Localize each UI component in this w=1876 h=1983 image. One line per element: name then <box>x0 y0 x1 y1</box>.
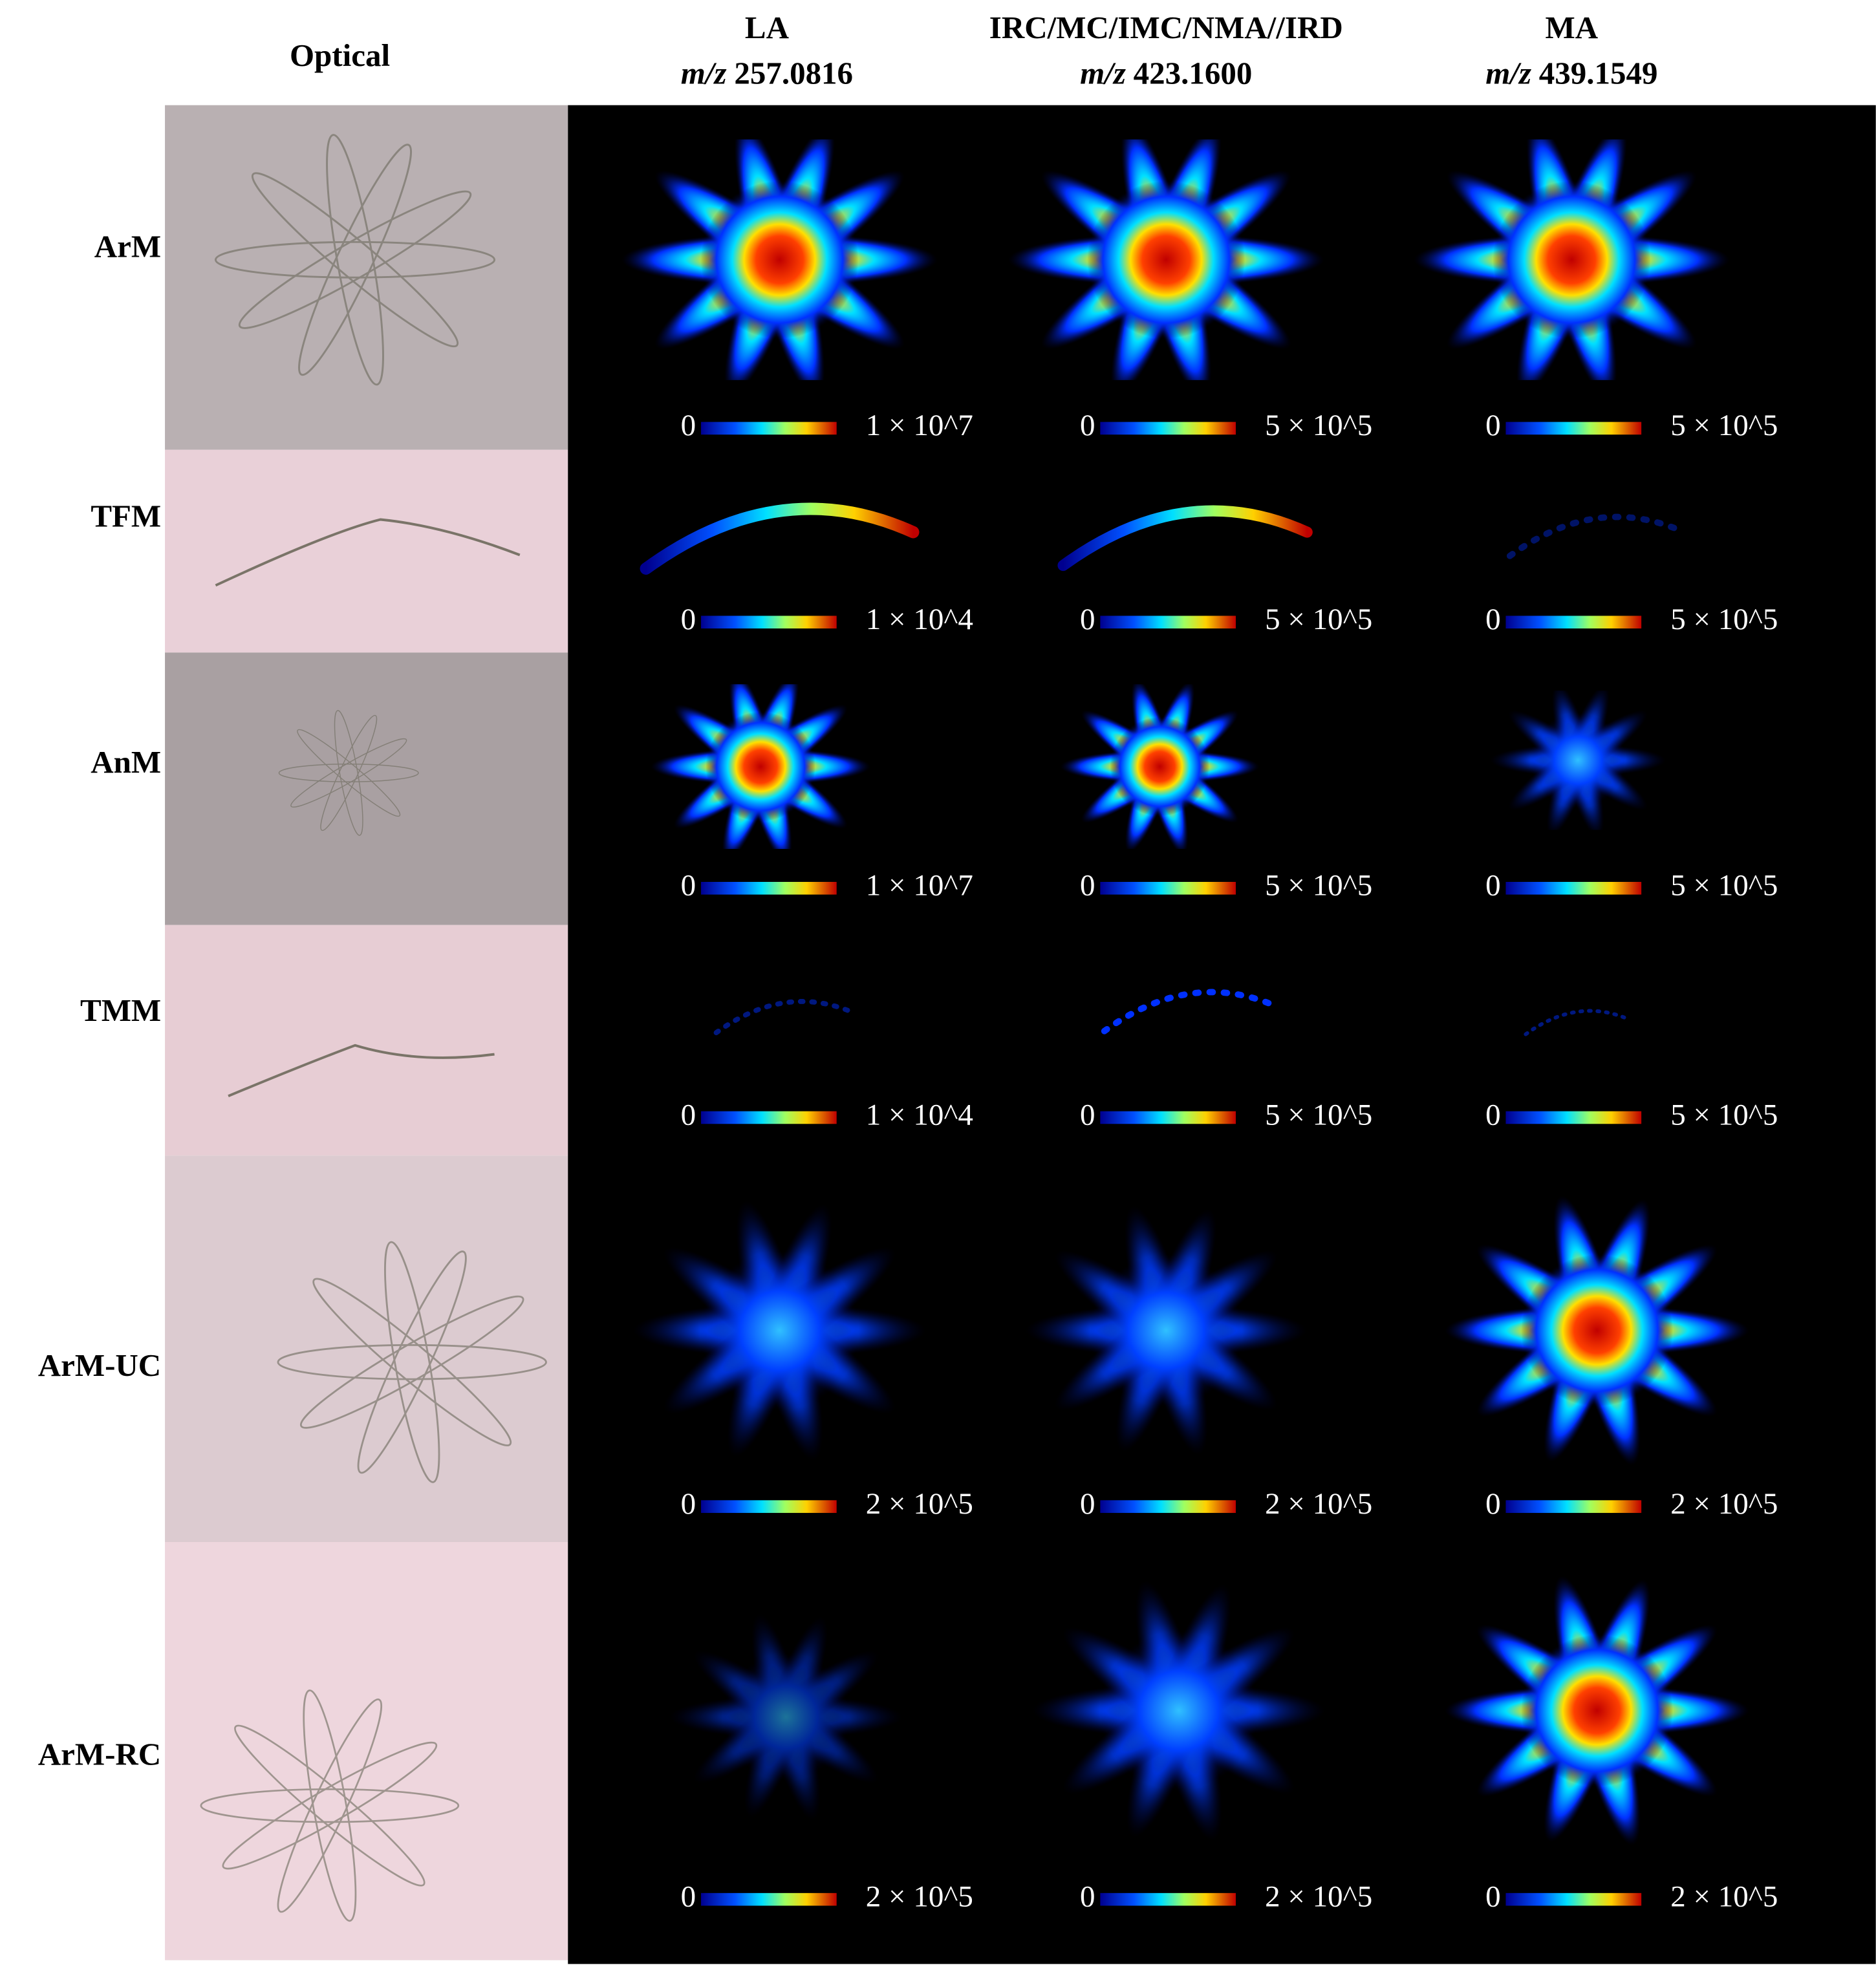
colorbar-min: 0 <box>1080 409 1095 442</box>
colorbar <box>1100 1892 1236 1906</box>
colorbar <box>1100 616 1236 629</box>
colorbar <box>1505 881 1642 895</box>
mz-unit: m/z <box>681 55 727 91</box>
colorbar <box>701 1111 837 1124</box>
colorbar <box>701 881 837 895</box>
row-label: TFM <box>91 498 161 534</box>
column-title: LA <box>745 10 790 45</box>
optical-image <box>165 652 568 925</box>
colorbar-min: 0 <box>681 1880 696 1913</box>
colorbar-max: 5 × 10^5 <box>1670 603 1778 636</box>
optical-image <box>165 1155 568 1543</box>
optical-image <box>165 925 568 1156</box>
colorbar <box>701 616 837 629</box>
optical-specimen <box>215 518 521 587</box>
mz-value: 423.1600 <box>1134 55 1253 91</box>
colorbar-max: 2 × 10^5 <box>866 1487 973 1521</box>
colorbar-max: 5 × 10^5 <box>1670 869 1778 903</box>
row-label: ArM <box>94 228 161 264</box>
colorbar-min: 0 <box>1080 869 1095 903</box>
colorbar-min: 0 <box>681 1487 696 1521</box>
mz-label: m/z 423.1600 <box>1080 55 1252 91</box>
column-title: MA <box>1546 10 1599 45</box>
rows: ArM 0 1 × 10^7 0 5 × 10^5 0 5 × 10^5 TFM 0 1 × 10… <box>38 228 1778 1913</box>
colorbar-min: 0 <box>1080 1098 1095 1131</box>
colorbar-max: 5 × 10^5 <box>1265 869 1372 903</box>
colorbar <box>1100 1111 1236 1124</box>
row-label: AnM <box>91 744 161 780</box>
colorbar-max: 1 × 10^7 <box>866 869 973 903</box>
mz-label: m/z 439.1549 <box>1485 55 1657 91</box>
colorbar-min: 0 <box>1485 1098 1501 1131</box>
colorbar-min: 0 <box>1485 409 1501 442</box>
colorbar-min: 0 <box>681 409 696 442</box>
mz-unit: m/z <box>1080 55 1126 91</box>
optical-specimen <box>228 1044 495 1097</box>
colorbar <box>701 422 837 435</box>
row-label: ArM-UC <box>38 1347 161 1383</box>
mz-value: 439.1549 <box>1539 55 1658 91</box>
colorbar-max: 2 × 10^5 <box>1265 1880 1372 1913</box>
colorbar-max: 1 × 10^4 <box>866 1098 973 1131</box>
colorbar <box>701 1500 837 1513</box>
colorbar-max: 2 × 10^5 <box>1670 1487 1778 1521</box>
colorbar-min: 0 <box>1080 603 1095 636</box>
colorbar-min: 0 <box>681 603 696 636</box>
colorbar-min: 0 <box>1485 1880 1501 1913</box>
row-label: ArM-RC <box>38 1736 161 1772</box>
optical-image <box>165 1542 568 1960</box>
mz-unit: m/z <box>1485 55 1531 91</box>
optical-image <box>165 449 568 653</box>
colorbar-max: 5 × 10^5 <box>1265 1098 1372 1131</box>
colorbar-min: 0 <box>1080 1880 1095 1913</box>
column-header: Optical <box>290 38 390 73</box>
colorbar <box>1100 422 1236 435</box>
colorbar-min: 0 <box>1485 1487 1501 1521</box>
colorbar-max: 1 × 10^7 <box>866 409 973 442</box>
colorbar-max: 5 × 10^5 <box>1265 409 1372 442</box>
colorbar <box>1505 1892 1642 1906</box>
colorbar <box>1505 1500 1642 1513</box>
column-title: IRC/MC/IMC/NMA//IRD <box>989 10 1343 45</box>
row-label: TMM <box>80 992 161 1028</box>
colorbar <box>701 1892 837 1906</box>
colorbar-max: 2 × 10^5 <box>1265 1487 1372 1521</box>
mz-value: 257.0816 <box>734 55 853 91</box>
colorbar-min: 0 <box>681 1098 696 1131</box>
colorbar-min: 0 <box>681 869 696 903</box>
mz-label: m/z 257.0816 <box>681 55 853 91</box>
colorbar <box>1100 1500 1236 1513</box>
colorbar <box>1505 616 1642 629</box>
colorbar <box>1505 422 1642 435</box>
colorbar <box>1100 881 1236 895</box>
colorbar-max: 2 × 10^5 <box>1670 1880 1778 1913</box>
colorbar <box>1505 1111 1642 1124</box>
colorbar-min: 0 <box>1080 1487 1095 1521</box>
colorbar-max: 5 × 10^5 <box>1670 409 1778 442</box>
colorbar-min: 0 <box>1485 869 1501 903</box>
colorbar-max: 2 × 10^5 <box>866 1880 973 1913</box>
colorbar-max: 5 × 10^5 <box>1670 1098 1778 1131</box>
colorbar-min: 0 <box>1485 603 1501 636</box>
colorbar-max: 1 × 10^4 <box>866 603 973 636</box>
colorbar-max: 5 × 10^5 <box>1265 603 1372 636</box>
